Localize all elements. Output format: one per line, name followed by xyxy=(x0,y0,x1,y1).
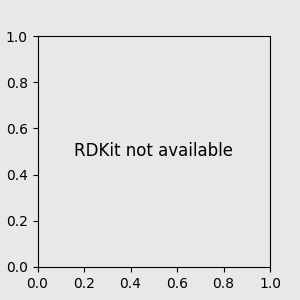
Text: RDKit not available: RDKit not available xyxy=(74,142,233,160)
